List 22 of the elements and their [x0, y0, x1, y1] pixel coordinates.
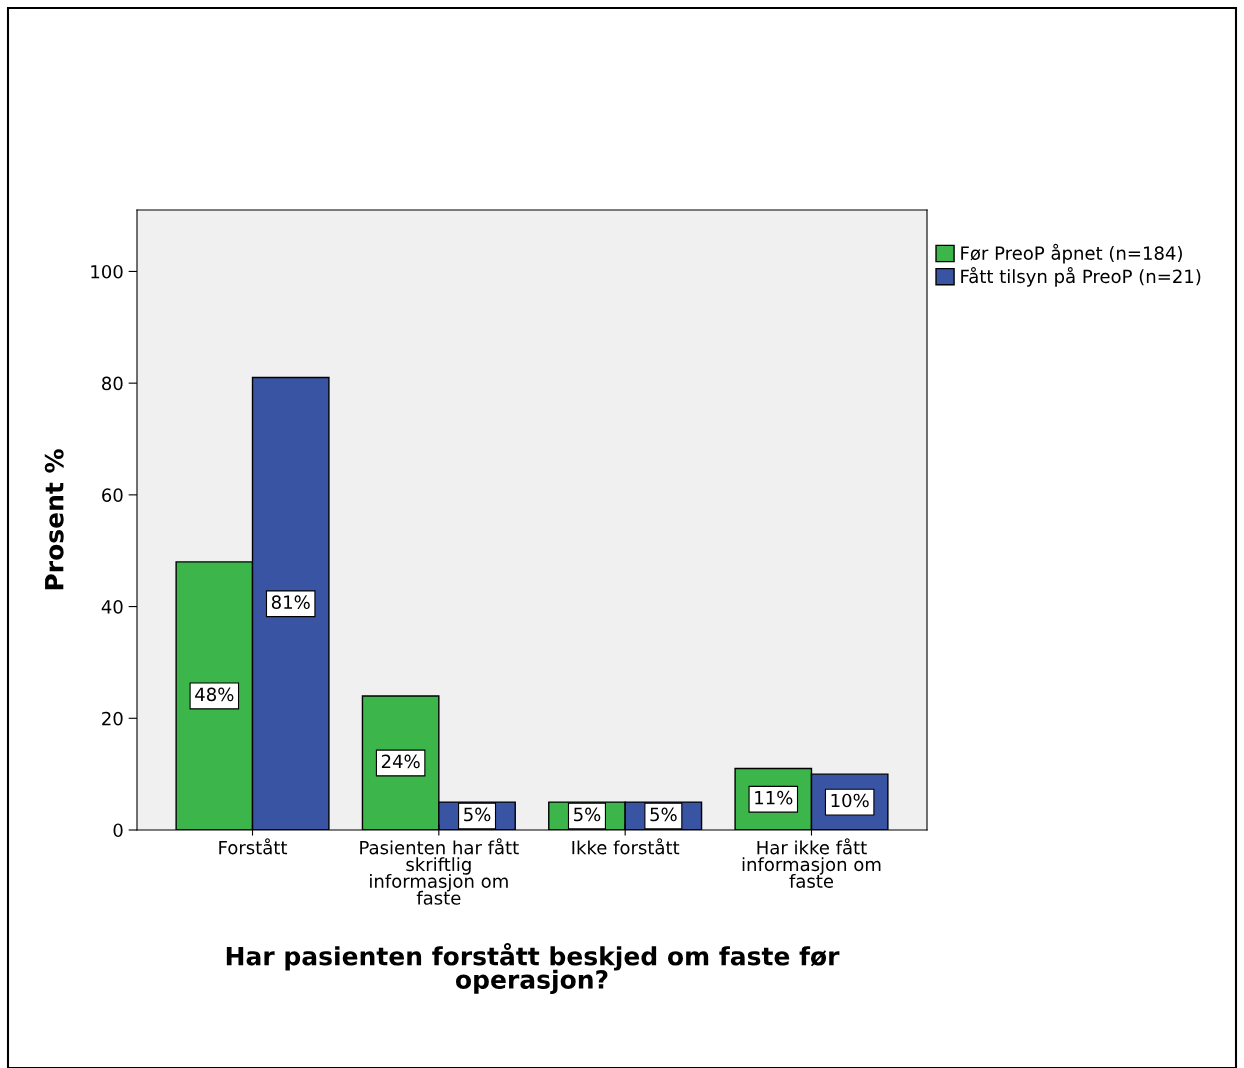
- y-tick-label: 100: [91, 264, 123, 279]
- data-label: 24%: [381, 754, 420, 769]
- data-label: 5%: [574, 807, 601, 822]
- x-tick-label: Pasienten har fått skriftlig informasjon om faste: [360, 838, 519, 905]
- y-tick-label: 80: [102, 376, 123, 391]
- data-label: 81%: [271, 595, 310, 610]
- y-tick-label: 40: [101, 600, 123, 614]
- y-axis-title: Prosent %: [44, 449, 64, 590]
- data-label: 5%: [464, 807, 491, 822]
- data-label: 48%: [195, 687, 234, 702]
- y-tick-label: 60: [102, 488, 123, 502]
- x-tick-label: Forstått: [219, 838, 288, 855]
- data-label: 11%: [755, 790, 793, 805]
- data-label: 5%: [650, 807, 677, 822]
- legend-label: Fått tilsyn på PreoP (n=21): [961, 267, 1201, 287]
- y-tick-label: 0: [113, 823, 123, 838]
- legend-label: Før PreoP åpnet (n=184): [961, 243, 1182, 264]
- x-tick-label: Ikke forstått: [572, 838, 680, 855]
- data-label: 10%: [831, 793, 869, 808]
- x-tick-label: Har ikke fått informasjon om faste: [742, 838, 881, 888]
- x-axis-title: Har pasienten forstått beskjed om faste før operasjon?: [226, 942, 840, 995]
- y-tick-label: 20: [102, 711, 123, 726]
